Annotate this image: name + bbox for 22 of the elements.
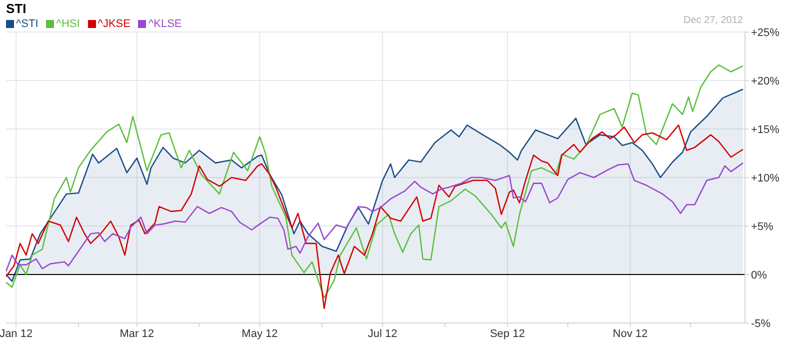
y-tick-label: +20% (751, 75, 780, 88)
x-tick-label: May 12 (242, 328, 278, 340)
x-tick-label: Sep 12 (490, 328, 525, 340)
y-tick-label: 0% (751, 269, 768, 282)
legend-label: ^HSI (56, 18, 80, 30)
y-tick-label: +5% (751, 220, 774, 233)
y-tick-label: -5% (751, 318, 771, 330)
line-series (6, 124, 744, 310)
y-tick-label: +10% (751, 172, 780, 184)
chart-title: STI (6, 1, 26, 16)
legend-label: ^STI (16, 18, 38, 30)
line-series (6, 162, 744, 272)
y-tick-label: +15% (751, 124, 780, 136)
x-tick-label: Mar 12 (120, 328, 154, 340)
legend-label: ^JKSE (98, 18, 130, 30)
x-tick-label: Jul 12 (368, 328, 398, 340)
legend-label: ^KLSE (148, 18, 182, 30)
x-tick-label: Jan 12 (0, 328, 33, 340)
x-tick-label: Nov 12 (612, 328, 648, 340)
text: Dec 27, 2012 (684, 15, 743, 26)
y-tick-label: +25% (751, 26, 780, 39)
line-series (6, 64, 744, 298)
